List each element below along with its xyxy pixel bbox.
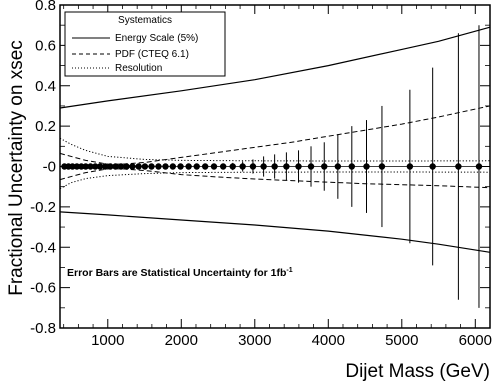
- data-point-18: [155, 163, 162, 170]
- series-2-lower-curve: [59, 171, 491, 190]
- data-point-36: [334, 163, 342, 170]
- data-point-32: [283, 163, 290, 170]
- y-tick-label-6: 0.4: [35, 78, 56, 95]
- data-point-22: [185, 163, 192, 170]
- data-point-28: [239, 163, 246, 170]
- y-tick-label-7: 0.6: [35, 37, 56, 54]
- x-tick-label-3: 4000: [312, 332, 345, 349]
- data-point-10: [107, 163, 114, 170]
- series-2-upper-curve: [59, 137, 491, 162]
- data-point-26: [219, 163, 227, 170]
- series-0-lower-curve: [59, 211, 491, 253]
- data-point-13: [123, 163, 130, 170]
- data-point-38: [363, 163, 370, 170]
- data-point-21: [177, 163, 184, 170]
- y-tick-label-4: -0: [43, 159, 56, 176]
- data-point-43: [475, 163, 483, 170]
- axes: 1000 2000 3000 4000 5000 6000 -0.8 -0.6 -0.4 -0.2…: [30, 0, 492, 349]
- annotation-note: Error Bars are Statistical Uncertainty f…: [67, 267, 293, 279]
- legend-title: Systematics: [118, 15, 172, 26]
- x-tick-label-4: 5000: [385, 332, 418, 349]
- annotation-text: Error Bars are Statistical Uncertainty f…: [67, 267, 286, 279]
- data-point-27: [229, 163, 236, 170]
- data-point-37: [348, 163, 356, 170]
- y-axis-title: Fractional Uncertainty on xsec: [6, 40, 27, 296]
- data-point-9: [102, 163, 109, 170]
- series-0-upper-curve: [59, 26, 491, 109]
- data-point-6: [87, 163, 94, 170]
- x-tick-label-5: 6000: [459, 332, 492, 349]
- x-tick-label-0: 1000: [91, 332, 124, 349]
- data-point-30: [260, 163, 267, 170]
- plot-area: [59, 25, 491, 308]
- data-point-15: [135, 163, 142, 170]
- data-point-33: [295, 163, 302, 170]
- data-point-23: [193, 163, 200, 170]
- data-point-25: [210, 163, 218, 170]
- y-tick-label-3: -0.2: [30, 199, 56, 216]
- data-point-39: [378, 163, 386, 170]
- x-tick-label-1: 2000: [165, 332, 198, 349]
- data-point-41: [429, 163, 436, 170]
- data-point-29: [249, 163, 257, 170]
- x-tick-label-2: 3000: [238, 332, 271, 349]
- data-point-42: [455, 163, 462, 170]
- data-point-4: [78, 163, 85, 170]
- x-axis-title: Dijet Mass (GeV): [345, 361, 490, 382]
- legend: Systematics Energy Scale (5%) PDF (CTEQ …: [64, 11, 226, 77]
- data-point-20: [169, 163, 177, 170]
- data-point-35: [321, 163, 328, 170]
- data-point-16: [141, 163, 149, 170]
- data-point-19: [162, 163, 169, 170]
- y-tick-label-0: -0.8: [30, 320, 56, 337]
- y-tick-label-8: 0.8: [35, 0, 56, 14]
- data-point-11: [112, 163, 119, 170]
- legend-box: [64, 11, 226, 77]
- data-point-14: [129, 163, 136, 170]
- data-point-17: [148, 163, 155, 170]
- data-point-5: [82, 163, 89, 170]
- data-point-8: [96, 163, 104, 170]
- data-point-40: [406, 163, 414, 170]
- data-point-7: [92, 163, 99, 170]
- legend-label-energy-scale: Energy Scale (5%): [115, 33, 198, 44]
- legend-label-resolution: Resolution: [115, 63, 162, 74]
- data-point-31: [271, 163, 278, 170]
- y-tick-label-2: -0.4: [30, 239, 56, 256]
- data-point-3: [73, 163, 81, 170]
- data-point-12: [117, 163, 125, 170]
- y-tick-label-1: -0.6: [30, 280, 56, 297]
- y-tick-label-5: 0.2: [35, 118, 56, 135]
- data-point-34: [307, 163, 315, 170]
- annotation-superscript: -1: [286, 267, 292, 274]
- data-point-2: [69, 163, 76, 170]
- data-point-24: [201, 163, 209, 170]
- legend-label-pdf: PDF (CTEQ 6.1): [115, 49, 189, 60]
